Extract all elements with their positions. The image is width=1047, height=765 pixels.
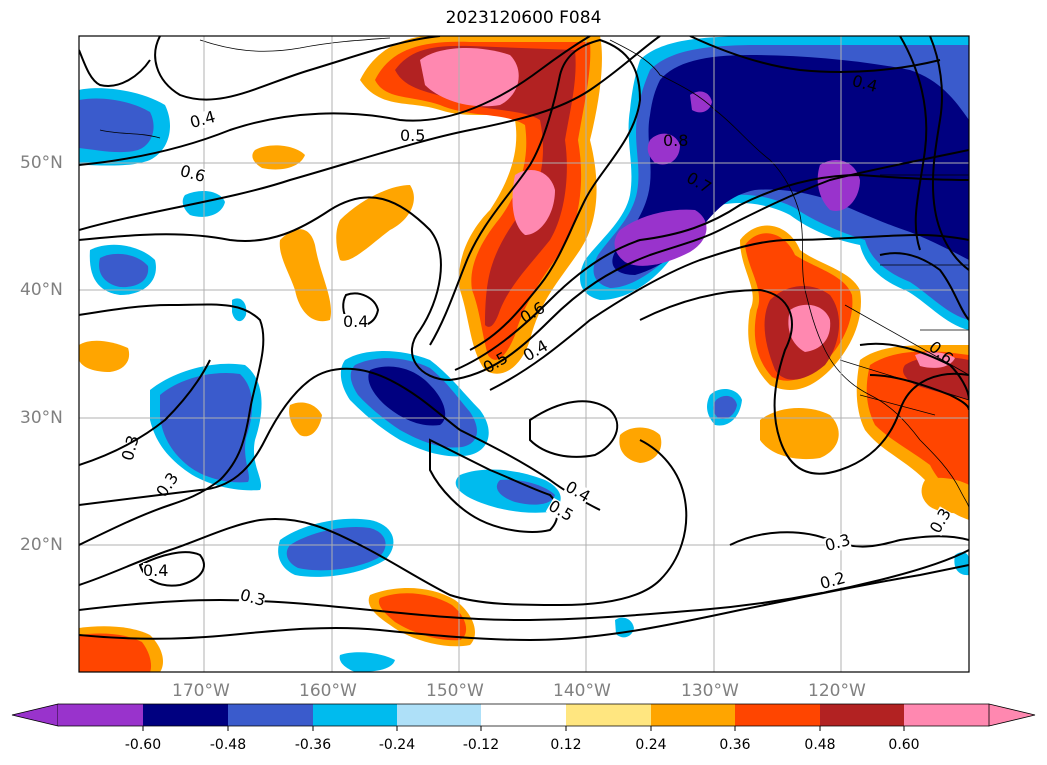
lon-label-170w: 170°W xyxy=(172,681,230,701)
lat-label-30n: 30°N xyxy=(20,408,63,428)
contour-label: 0.4 xyxy=(343,312,369,331)
lon-label-120w: 120°W xyxy=(808,681,866,701)
colorbar-swatch xyxy=(228,704,313,726)
colorbar-label: 0.60 xyxy=(888,737,920,753)
lat-label-20n: 20°N xyxy=(20,535,63,555)
map-plot-area xyxy=(79,36,969,672)
lat-label-40n: 40°N xyxy=(20,280,63,300)
colorbar-label: -0.36 xyxy=(294,737,332,753)
colorbar-label: -0.24 xyxy=(378,737,416,753)
map-title: 2023120600 F084 xyxy=(445,8,602,28)
colorbar-label: 0.48 xyxy=(804,737,836,753)
lon-label-130w: 130°W xyxy=(681,681,739,701)
colorbar-swatch xyxy=(58,704,143,726)
colorbar-swatch xyxy=(143,704,228,726)
contour-label: 0.4 xyxy=(143,561,169,580)
colorbar xyxy=(11,703,1036,731)
colorbar-extend-min xyxy=(11,703,59,727)
colorbar-label: -0.12 xyxy=(462,737,500,753)
colorbar-extend-max xyxy=(988,703,1036,727)
contour-label: 0.8 xyxy=(663,131,689,150)
lon-label-140w: 140°W xyxy=(553,681,611,701)
colorbar-swatch xyxy=(735,704,820,726)
colorbar-swatch xyxy=(313,704,397,726)
colorbar-swatch xyxy=(397,704,481,726)
contour-lines xyxy=(79,36,969,642)
colorbar-swatch xyxy=(904,704,989,726)
colorbar-label: -0.60 xyxy=(124,737,162,753)
lat-label-50n: 50°N xyxy=(20,153,63,173)
graticule xyxy=(79,36,969,672)
colorbar-label: 0.24 xyxy=(635,737,667,753)
colorbar-label: 0.36 xyxy=(719,737,751,753)
colorbar-swatch xyxy=(820,704,904,726)
colorbar-swatch xyxy=(481,704,566,726)
contour-label: 0.5 xyxy=(400,126,426,145)
colorbar-label: -0.48 xyxy=(209,737,247,753)
colorbar-swatch xyxy=(566,704,651,726)
map-frame xyxy=(78,35,970,673)
lon-label-160w: 160°W xyxy=(299,681,357,701)
negative-anomaly-fills xyxy=(79,36,969,672)
colorbar-swatch xyxy=(651,704,735,726)
lon-label-150w: 150°W xyxy=(426,681,484,701)
colorbar-label: 0.12 xyxy=(550,737,582,753)
